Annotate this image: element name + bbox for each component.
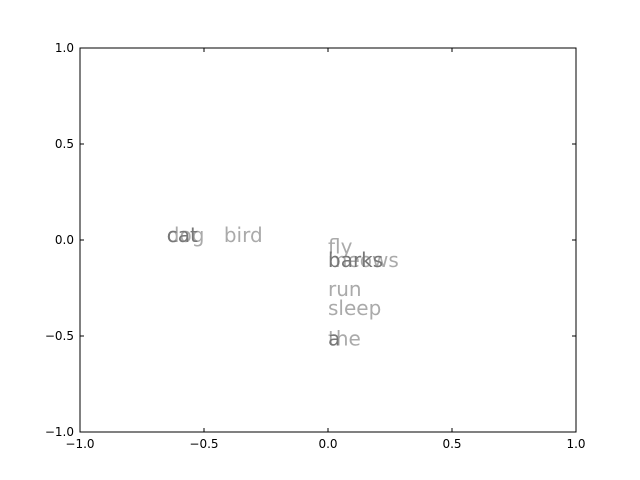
word-point-dog: dog	[167, 223, 205, 247]
y-tick-label: 0.5	[55, 137, 74, 151]
x-tick-label: −0.5	[189, 437, 218, 451]
word-point-sleep: sleep	[328, 296, 381, 320]
word-point-meows: meows	[328, 248, 399, 272]
y-tick-label: −1.0	[45, 425, 74, 439]
word-point-cat: cat	[167, 223, 198, 247]
word-point-the: the	[328, 327, 361, 351]
word-point-a: a	[328, 327, 340, 351]
x-tick-label: 0.0	[318, 437, 337, 451]
word-point-barks: barks	[328, 248, 383, 272]
plot-area-frame	[79, 47, 577, 433]
y-tick-label: −0.5	[45, 329, 74, 343]
word-point-fly: fly	[328, 235, 353, 259]
word-point-bird: bird	[224, 223, 263, 247]
x-tick-label: 1.0	[566, 437, 585, 451]
y-tick-label: 0.0	[55, 233, 74, 247]
x-tick-label: 0.5	[442, 437, 461, 451]
axis-ticks: −1.0 −0.5 0.0 0.5 1.0 1.0 0.5 0.0 −0.5 −1.0	[45, 41, 586, 451]
y-tick-label: 1.0	[55, 41, 74, 55]
x-tick-label: −1.0	[65, 437, 94, 451]
word-point-run: run	[328, 277, 362, 301]
